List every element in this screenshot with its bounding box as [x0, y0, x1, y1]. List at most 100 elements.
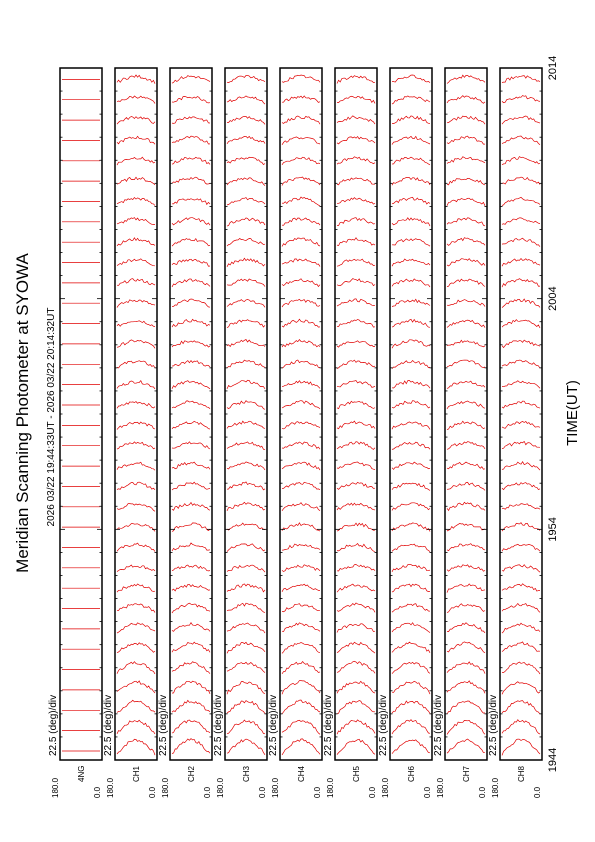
- y-min-label: 0.0: [313, 786, 322, 798]
- trace-line: [171, 96, 211, 104]
- trace-line: [501, 681, 541, 695]
- trace-line: [336, 738, 376, 755]
- scale-label: 22.5 (deg)/div: [213, 695, 224, 756]
- trace-line: [226, 738, 266, 755]
- chart-subtitle: 2026 03/22 19:44:33UT - 2026 03/22 20:14…: [46, 308, 57, 527]
- trace-line: [281, 502, 321, 512]
- trace-line: [501, 95, 541, 104]
- trace-line: [446, 359, 486, 368]
- trace-line: [116, 622, 156, 634]
- trace-line: [116, 481, 156, 491]
- trace-line: [226, 564, 266, 573]
- trace-line: [116, 503, 156, 512]
- trace-line: [226, 719, 266, 735]
- trace-line: [116, 74, 156, 84]
- trace-line: [336, 502, 376, 511]
- trace-line: [391, 522, 431, 532]
- trace-line: [446, 680, 486, 694]
- trace-line: [281, 699, 321, 715]
- trace-line: [171, 641, 211, 653]
- trace-line: [446, 738, 486, 754]
- trace-line: [336, 420, 376, 430]
- trace-line: [336, 278, 376, 287]
- trace-line: [171, 738, 211, 754]
- trace-line: [391, 421, 431, 430]
- trace-line: [281, 738, 321, 756]
- y-min-label: 0.0: [478, 786, 487, 798]
- trace-line: [171, 584, 211, 592]
- trace-line: [226, 420, 266, 429]
- scale-label: 22.5 (deg)/div: [323, 695, 334, 756]
- trace-line: [116, 603, 156, 613]
- trace-line: [336, 660, 376, 674]
- trace-line: [116, 258, 156, 267]
- trace-line: [336, 340, 376, 348]
- trace-line: [336, 237, 376, 246]
- trace-line: [226, 339, 266, 348]
- trace-line: [116, 661, 156, 675]
- trace-line: [171, 522, 211, 532]
- trace-line: [391, 603, 431, 613]
- channel-label: CH7: [462, 765, 471, 782]
- scale-label: 22.5 (deg)/div: [158, 695, 169, 756]
- trace-line: [226, 543, 266, 552]
- channel-label: CH4: [297, 765, 306, 782]
- trace-line: [116, 680, 156, 694]
- trace-line: [391, 156, 431, 166]
- trace-line: [391, 217, 431, 227]
- x-tick-group: 1944 1954 2004 2014: [547, 56, 559, 772]
- trace-line: [336, 680, 376, 694]
- trace-line: [171, 501, 211, 511]
- trace-line: [281, 680, 321, 695]
- trace-line: [116, 339, 156, 349]
- trace-line: [226, 481, 266, 491]
- panel-frame: [114, 67, 158, 761]
- trace-line: [446, 339, 486, 348]
- trace-line: [446, 641, 486, 654]
- trace-line: [391, 461, 431, 470]
- trace-line: [171, 542, 211, 552]
- panel-ch1: 180.0 0.0 CH1 22.5 (deg)/div: [103, 67, 158, 798]
- trace-line: [171, 461, 211, 470]
- trace-line: [171, 237, 211, 247]
- trace-line: [116, 401, 156, 409]
- trace-line: [281, 136, 321, 145]
- trace-line: [281, 339, 321, 348]
- y-min-label: 0.0: [203, 786, 212, 798]
- trace-line: [336, 542, 376, 553]
- trace-line: [281, 603, 321, 613]
- trace-line: [501, 278, 541, 288]
- trace-line: [501, 359, 541, 369]
- trace-line: [336, 359, 376, 369]
- panel-4ng: 180.0 0.0 4NG 22.5 (deg)/div: [48, 67, 103, 798]
- trace-line: [501, 339, 541, 349]
- trace-line: [281, 564, 321, 572]
- trace-line: [281, 660, 321, 675]
- trace-line: [116, 379, 156, 390]
- trace-line: [391, 482, 431, 491]
- panel-frame: [59, 67, 103, 761]
- trace-line: [116, 699, 156, 713]
- trace-line: [446, 197, 486, 206]
- trace-line: [226, 661, 266, 673]
- trace-line: [281, 74, 321, 83]
- trace-line: [501, 564, 541, 573]
- panel-frame: [499, 67, 543, 761]
- y-min-label: 0.0: [258, 786, 267, 798]
- panel-frame: [444, 67, 488, 761]
- trace-line: [171, 680, 211, 694]
- trace-line: [226, 379, 266, 390]
- scale-label: 22.5 (deg)/div: [103, 695, 114, 756]
- scale-label: 22.5 (deg)/div: [48, 695, 59, 756]
- panel-ch4: 180.0 0.0 CH4 22.5 (deg)/div: [268, 67, 323, 798]
- trace-line: [116, 738, 156, 756]
- y-max-label: 180.0: [381, 777, 390, 798]
- trace-line: [391, 583, 431, 593]
- trace-line: [281, 380, 321, 389]
- trace-line: [336, 75, 376, 84]
- trace-line: [336, 641, 376, 654]
- trace-line: [391, 543, 431, 552]
- trace-line: [391, 95, 431, 105]
- trace-line: [336, 135, 376, 145]
- trace-line: [226, 177, 266, 186]
